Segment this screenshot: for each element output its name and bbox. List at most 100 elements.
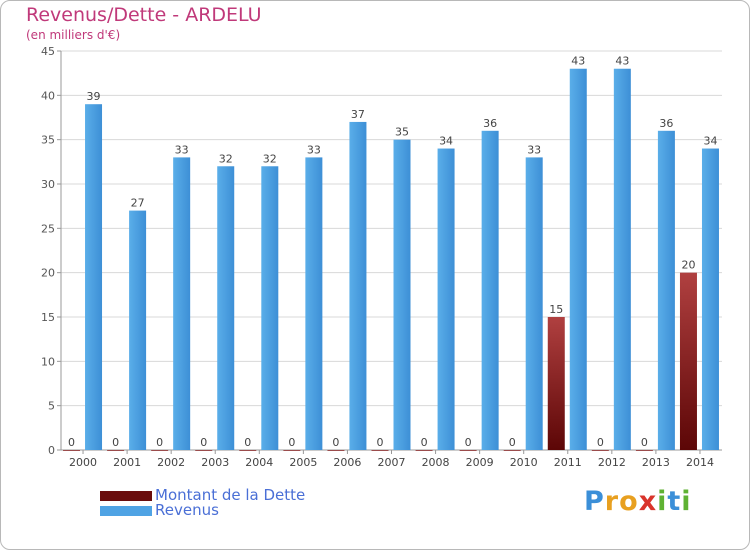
x-tick-label: 2003 <box>201 456 229 469</box>
y-tick-label: 25 <box>41 222 55 235</box>
data-label-dette: 0 <box>465 436 472 449</box>
y-tick-label: 10 <box>41 355 55 368</box>
bar-dette <box>503 450 521 451</box>
bar-dette <box>151 450 169 451</box>
logo-letter: r <box>604 486 620 517</box>
x-tick-label: 2013 <box>642 456 670 469</box>
data-label-dette: 0 <box>377 436 384 449</box>
x-tick-label: 2012 <box>598 456 626 469</box>
bar-revenus <box>613 68 631 450</box>
legend-swatch-dette <box>100 491 152 501</box>
bar-revenus <box>173 157 191 450</box>
logo-letter: P <box>584 486 605 517</box>
y-tick-label: 15 <box>41 311 55 324</box>
bar-revenus <box>525 157 543 450</box>
x-tick-label: 2011 <box>554 456 582 469</box>
data-label-dette: 15 <box>549 303 563 316</box>
data-label-revenus: 33 <box>527 143 541 156</box>
bar-dette <box>591 450 609 451</box>
data-label-revenus: 37 <box>351 108 365 121</box>
x-tick-label: 2008 <box>422 456 450 469</box>
bar-revenus <box>701 148 719 451</box>
bar-revenus <box>349 121 367 450</box>
data-label-dette: 0 <box>288 436 295 449</box>
data-label-dette: 0 <box>156 436 163 449</box>
data-label-dette: 20 <box>681 259 695 272</box>
bar-dette <box>107 450 125 451</box>
logo-letter: t <box>667 486 682 517</box>
x-tick-label: 2002 <box>157 456 185 469</box>
logo-letter: i <box>681 486 692 517</box>
data-label-revenus: 43 <box>615 55 629 68</box>
data-label-dette: 0 <box>641 436 648 449</box>
data-label-dette: 0 <box>244 436 251 449</box>
y-tick-label: 20 <box>41 267 55 280</box>
bar-dette <box>635 450 653 451</box>
x-tick-label: 2014 <box>686 456 714 469</box>
x-tick-label: 2009 <box>466 456 494 469</box>
data-label-revenus: 33 <box>175 143 189 156</box>
y-tick-label: 45 <box>41 45 55 58</box>
bar-dette <box>679 272 697 450</box>
bar-dette <box>239 450 257 451</box>
y-tick-label: 5 <box>48 400 55 413</box>
x-tick-label: 2006 <box>333 456 361 469</box>
bar-dette <box>195 450 213 451</box>
bar-revenus <box>393 139 411 450</box>
data-label-revenus: 35 <box>395 126 409 139</box>
bar-dette <box>547 317 565 450</box>
bar-dette <box>371 450 389 451</box>
logo-letter: i <box>657 486 668 517</box>
bar-revenus <box>129 210 147 450</box>
logo-letter: x <box>638 486 658 517</box>
x-tick-label: 2007 <box>378 456 406 469</box>
data-label-revenus: 34 <box>703 135 717 148</box>
x-tick-label: 2010 <box>510 456 538 469</box>
bar-revenus <box>569 68 587 450</box>
data-label-revenus: 36 <box>659 117 673 130</box>
bar-dette <box>63 450 81 451</box>
bar-dette <box>459 450 477 451</box>
data-label-revenus: 36 <box>483 117 497 130</box>
data-label-revenus: 32 <box>263 152 277 165</box>
y-tick-label: 30 <box>41 178 55 191</box>
data-label-revenus: 34 <box>439 135 453 148</box>
data-label-dette: 0 <box>597 436 604 449</box>
data-label-revenus: 33 <box>307 143 321 156</box>
y-tick-label: 40 <box>41 89 55 102</box>
bar-dette <box>415 450 433 451</box>
legend-swatch-revenus <box>100 506 152 516</box>
bar-revenus <box>437 148 455 451</box>
data-label-dette: 0 <box>200 436 207 449</box>
bar-revenus <box>481 130 499 451</box>
data-label-dette: 0 <box>68 436 75 449</box>
x-tick-label: 2004 <box>245 456 273 469</box>
data-label-dette: 0 <box>332 436 339 449</box>
data-label-revenus: 32 <box>219 152 233 165</box>
y-tick-label: 0 <box>48 444 55 457</box>
chart-subtitle: (en milliers d'€) <box>26 28 121 42</box>
data-label-dette: 0 <box>509 436 516 449</box>
bar-revenus <box>305 157 323 450</box>
y-tick-label: 35 <box>41 134 55 147</box>
bar-dette <box>283 450 301 451</box>
legend-label-revenus: Revenus <box>155 501 219 519</box>
bar-revenus <box>261 166 279 450</box>
x-tick-label: 2005 <box>289 456 317 469</box>
data-label-dette: 0 <box>421 436 428 449</box>
legend-label-dette: Montant de la Dette <box>155 486 306 504</box>
data-label-revenus: 39 <box>87 90 101 103</box>
x-tick-label: 2001 <box>113 456 141 469</box>
bar-dette <box>327 450 345 451</box>
bar-revenus <box>85 104 103 450</box>
data-label-revenus: 27 <box>131 197 145 210</box>
proxiti-logo: Proxiti <box>584 486 692 517</box>
chart-title: Revenus/Dette - ARDELU <box>26 4 262 26</box>
bar-revenus <box>657 130 675 451</box>
x-tick-label: 2000 <box>69 456 97 469</box>
data-label-dette: 0 <box>112 436 119 449</box>
logo-letter: o <box>619 486 639 517</box>
bar-revenus <box>217 166 235 450</box>
data-label-revenus: 43 <box>571 55 585 68</box>
